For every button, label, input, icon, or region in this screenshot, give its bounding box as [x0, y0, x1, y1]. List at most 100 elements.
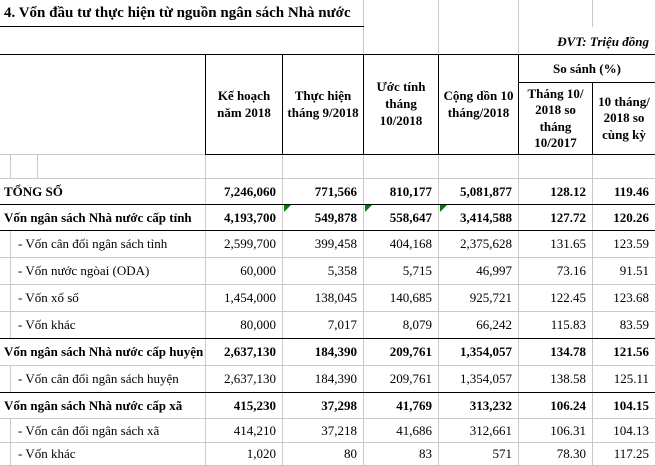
cell-value[interactable]: 41,686 — [363, 419, 438, 442]
cell-value[interactable]: 209,761 — [363, 339, 438, 365]
row-label[interactable]: - Vốn xổ số — [0, 285, 205, 311]
cell-value[interactable]: 4,193,700 — [205, 205, 282, 230]
row-label[interactable]: - Vốn cân đối ngân sách huyện — [0, 366, 205, 392]
row-label[interactable]: Vốn ngân sách Nhà nước cấp tỉnh — [4, 209, 192, 225]
cell-value[interactable]: 106.31 — [518, 419, 592, 442]
row-label[interactable]: - Vốn khác — [0, 312, 205, 338]
cell-value[interactable]: 123.59 — [592, 231, 655, 257]
sheet-title: 4. Vốn đầu tư thực hiện từ nguồn ngân sá… — [4, 5, 351, 21]
cell-value[interactable]: 78.30 — [518, 443, 592, 465]
cell-value[interactable]: 2,637,130 — [205, 339, 282, 365]
empty-cell[interactable] — [592, 155, 655, 178]
cell-value[interactable]: 127.72 — [518, 205, 592, 230]
cell-value[interactable]: 8,079 — [363, 312, 438, 338]
cell-value[interactable]: 414,210 — [205, 419, 282, 442]
cell-value[interactable]: 571 — [438, 443, 518, 465]
cell-value[interactable]: 80,000 — [205, 312, 282, 338]
row-label[interactable]: Vốn ngân sách Nhà nước cấp huyện — [4, 344, 204, 359]
table-row: - Vốn cân đối ngân sách huyện 2,637,130 18… — [0, 365, 655, 392]
cell-value[interactable]: 134.78 — [518, 339, 592, 365]
row-label[interactable]: - Vốn khác — [0, 443, 205, 465]
cell-value[interactable]: 119.46 — [592, 179, 655, 204]
cell-value[interactable]: 209,761 — [363, 366, 438, 392]
cell-value[interactable]: 80 — [282, 443, 363, 465]
unit-label: ĐVT: Triệu đồng — [557, 34, 649, 49]
cell-value[interactable]: 37,298 — [282, 393, 363, 418]
cell-value[interactable]: 312,661 — [438, 419, 518, 442]
row-label[interactable]: - Vốn cân đối ngân sách xã — [0, 419, 205, 442]
col-header-so-sanh[interactable]: So sánh (%) — [519, 55, 655, 83]
cell-value[interactable]: 399,458 — [282, 231, 363, 257]
cell-value[interactable]: 131.65 — [518, 231, 592, 257]
cell-value[interactable]: 138,045 — [282, 285, 363, 311]
cell-value[interactable]: 115.83 — [518, 312, 592, 338]
cell-value[interactable]: 925,721 — [438, 285, 518, 311]
cell-value[interactable]: 83 — [363, 443, 438, 465]
empty-cell[interactable] — [205, 155, 282, 178]
cell-value[interactable]: 83.59 — [592, 312, 655, 338]
row-label[interactable]: Vốn ngân sách Nhà nước cấp xã — [4, 397, 183, 413]
cell-value[interactable]: 184,390 — [282, 366, 363, 392]
cell-value[interactable]: 46,997 — [438, 258, 518, 284]
cell-value[interactable]: 122.45 — [518, 285, 592, 311]
empty-cell[interactable] — [0, 155, 205, 178]
col-header-thuc-hien[interactable]: Thực hiện tháng 9/2018 — [282, 55, 363, 155]
cell-value[interactable]: 60,000 — [205, 258, 282, 284]
cell-value[interactable]: 117.25 — [592, 443, 655, 465]
cell-value[interactable]: 7,017 — [282, 312, 363, 338]
row-label[interactable]: TỔNG SỐ — [4, 183, 63, 199]
cell-value[interactable]: 771,566 — [282, 179, 363, 204]
cell-value[interactable]: 41,769 — [363, 393, 438, 418]
cell-value[interactable]: 1,354,057 — [438, 339, 518, 365]
cell-value[interactable]: 1,354,057 — [438, 366, 518, 392]
cell-value[interactable]: 104.13 — [592, 419, 655, 442]
title-row: 4. Vốn đầu tư thực hiện từ nguồn ngân sá… — [0, 0, 655, 27]
corner-header-cell[interactable] — [0, 55, 205, 155]
spacer-row[interactable] — [0, 155, 655, 178]
cell-value[interactable]: 404,168 — [363, 231, 438, 257]
col-header-10thang-so-cung-ky[interactable]: 10 tháng/ 2018 so cùng kỳ — [598, 94, 650, 142]
cell-value[interactable]: 2,599,700 — [205, 231, 282, 257]
cell-value[interactable]: 5,715 — [363, 258, 438, 284]
col-header-cong-don[interactable]: Cộng dồn 10 tháng/2018 — [438, 55, 518, 155]
cell-value[interactable]: 138.58 — [518, 366, 592, 392]
empty-cell[interactable] — [363, 155, 438, 178]
cell-value[interactable]: 2,637,130 — [205, 366, 282, 392]
cell-value[interactable]: 66,242 — [438, 312, 518, 338]
cell-value[interactable]: 184,390 — [282, 339, 363, 365]
cell-value[interactable]: 73.16 — [518, 258, 592, 284]
cell-value[interactable]: 810,177 — [363, 179, 438, 204]
empty-cell[interactable] — [438, 155, 518, 178]
formula-error-triangle-icon — [365, 205, 372, 212]
gridline — [592, 0, 593, 27]
cell-value[interactable]: 106.24 — [518, 393, 592, 418]
empty-cell[interactable] — [518, 155, 592, 178]
cell-value[interactable]: 5,358 — [282, 258, 363, 284]
col-header-uoc-tinh[interactable]: Ước tính tháng 10/2018 — [363, 55, 438, 155]
row-label[interactable]: - Vốn nước ngòai (ODA) — [0, 258, 205, 284]
cell-value[interactable]: 120.26 — [592, 205, 655, 230]
cell-value[interactable]: 140,685 — [363, 285, 438, 311]
cell-value[interactable]: 125.11 — [592, 366, 655, 392]
cell-value[interactable]: 121.56 — [592, 339, 655, 365]
col-header-ke-hoach[interactable]: Kế hoạch năm 2018 — [205, 55, 282, 155]
row-label[interactable]: - Vốn cân đối ngân sách tỉnh — [0, 231, 205, 257]
table-row: - Vốn khác 80,000 7,017 8,079 66,242 115.83 83… — [0, 311, 655, 338]
cell-value[interactable]: 37,218 — [282, 419, 363, 442]
cell-value[interactable]: 7,246,060 — [205, 179, 282, 204]
cell-value[interactable]: 1,454,000 — [205, 285, 282, 311]
cell-value[interactable]: 123.68 — [592, 285, 655, 311]
cell-value[interactable]: 1,020 — [205, 443, 282, 465]
cell-value[interactable]: 5,081,877 — [438, 179, 518, 204]
cell-value[interactable]: 415,230 — [205, 393, 282, 418]
cell-value[interactable]: 549,878 — [282, 205, 363, 230]
col-header-thang10-so-thang10[interactable]: Tháng 10/ 2018 so tháng 10/2017 — [519, 83, 593, 154]
cell-value[interactable]: 104.15 — [592, 393, 655, 418]
cell-value[interactable]: 313,232 — [438, 393, 518, 418]
cell-value[interactable]: 128.12 — [518, 179, 592, 204]
cell-value[interactable]: 2,375,628 — [438, 231, 518, 257]
cell-value[interactable]: 91.51 — [592, 258, 655, 284]
cell-value[interactable]: 558,647 — [363, 205, 438, 230]
empty-cell[interactable] — [282, 155, 363, 178]
cell-value[interactable]: 3,414,588 — [438, 205, 518, 230]
